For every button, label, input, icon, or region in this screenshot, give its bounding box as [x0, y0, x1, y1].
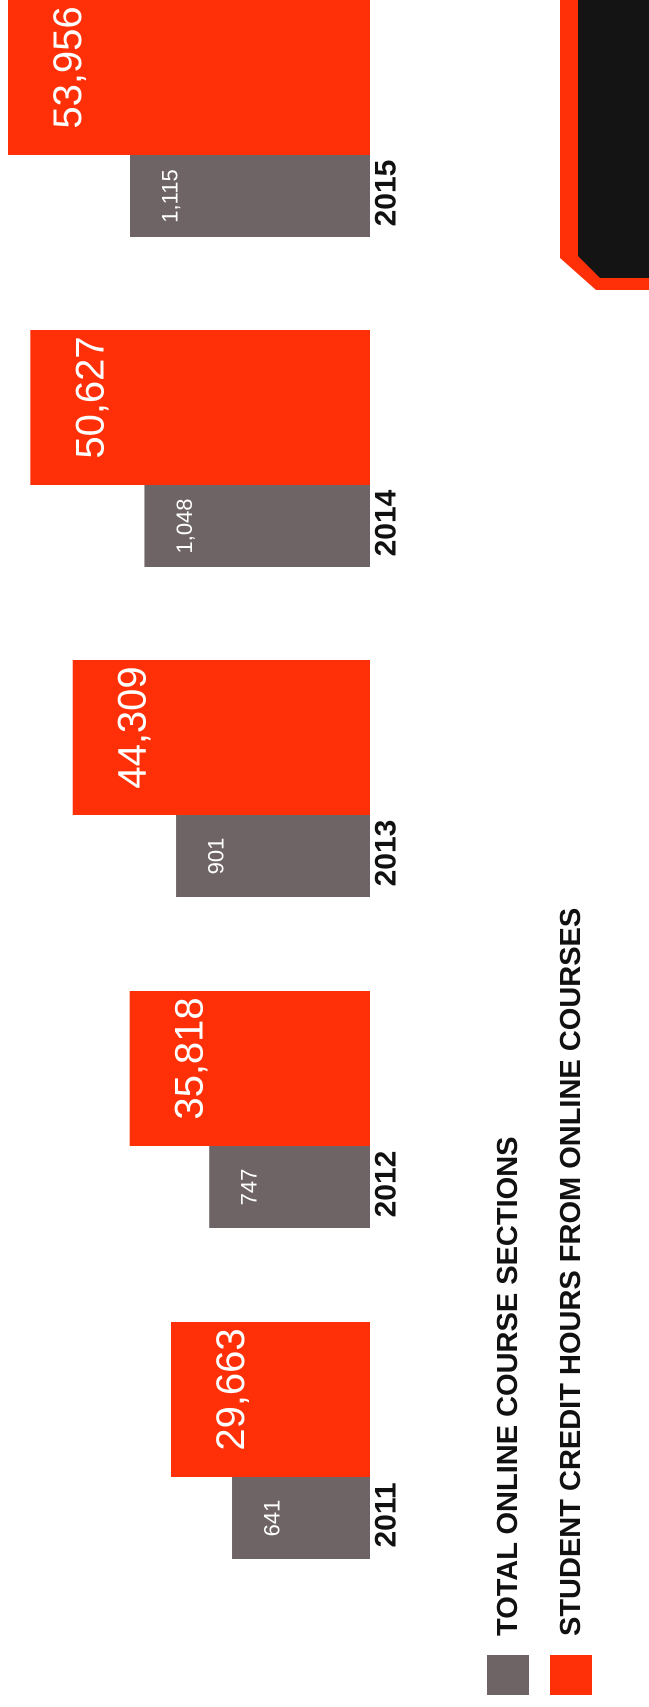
category-label-2013: 2013 [370, 820, 403, 887]
bar-credit-hours-2011 [170, 1322, 370, 1477]
bar-sections-2013 [176, 815, 370, 897]
data-label-credit-hours-2011: 29,663 [209, 1328, 253, 1450]
bar-sections-2014 [144, 485, 370, 567]
data-label-sections-2013: 901 [204, 838, 229, 875]
legend-label-sections: TOTAL ONLINE COURSE SECTIONS [492, 1137, 524, 1637]
bar-credit-hours-2012 [129, 991, 370, 1146]
bar-group-2011: 29,663 641 2011 [170, 1322, 403, 1559]
data-label-credit-hours-2014: 50,627 [68, 336, 112, 458]
bar-sections-2015 [130, 155, 370, 237]
decorative-shape [560, 0, 649, 290]
legend-swatch-sections [487, 1655, 529, 1695]
data-label-credit-hours-2013: 44,309 [111, 666, 155, 788]
data-label-credit-hours-2015: 53,956 [46, 6, 90, 128]
data-label-sections-2012: 747 [237, 1169, 262, 1206]
bar-group-2013: 44,309 901 2013 [72, 660, 403, 897]
decorative-shape-inner [578, 0, 649, 278]
bar-group-2012: 35,818 747 2012 [129, 991, 403, 1228]
legend-label-credit-hours: STUDENT CREDIT HOURS FROM ONLINE COURSES [555, 908, 587, 1636]
category-label-2011: 2011 [370, 1482, 403, 1547]
bar-credit-hours-2013 [72, 660, 371, 815]
data-label-credit-hours-2012: 35,818 [168, 997, 212, 1119]
legend-item-credit-hours: STUDENT CREDIT HOURS FROM ONLINE COURSES [550, 908, 592, 1695]
legend-item-sections: TOTAL ONLINE COURSE SECTIONS [487, 1137, 529, 1695]
bars-group: 29,663 641 2011 35,818 747 2012 44,309 901 2013 5… [8, 0, 403, 1559]
data-label-sections-2014: 1,048 [172, 498, 197, 553]
bar-sections-2011 [232, 1477, 370, 1559]
bar-credit-hours-2015 [8, 0, 370, 155]
bar-group-2015: 53,956 1,115 2015 [8, 0, 403, 237]
legend-swatch-credit-hours [550, 1655, 592, 1695]
bar-credit-hours-2014 [30, 330, 370, 485]
data-label-sections-2011: 641 [260, 1500, 285, 1537]
category-label-2012: 2012 [370, 1151, 403, 1218]
legend: TOTAL ONLINE COURSE SECTIONS STUDENT CRED… [487, 908, 592, 1695]
bar-group-2014: 50,627 1,048 2014 [30, 330, 403, 567]
category-label-2014: 2014 [370, 489, 403, 556]
category-label-2015: 2015 [370, 160, 403, 227]
data-label-sections-2015: 1,115 [158, 169, 183, 222]
bar-sections-2012 [209, 1146, 370, 1228]
